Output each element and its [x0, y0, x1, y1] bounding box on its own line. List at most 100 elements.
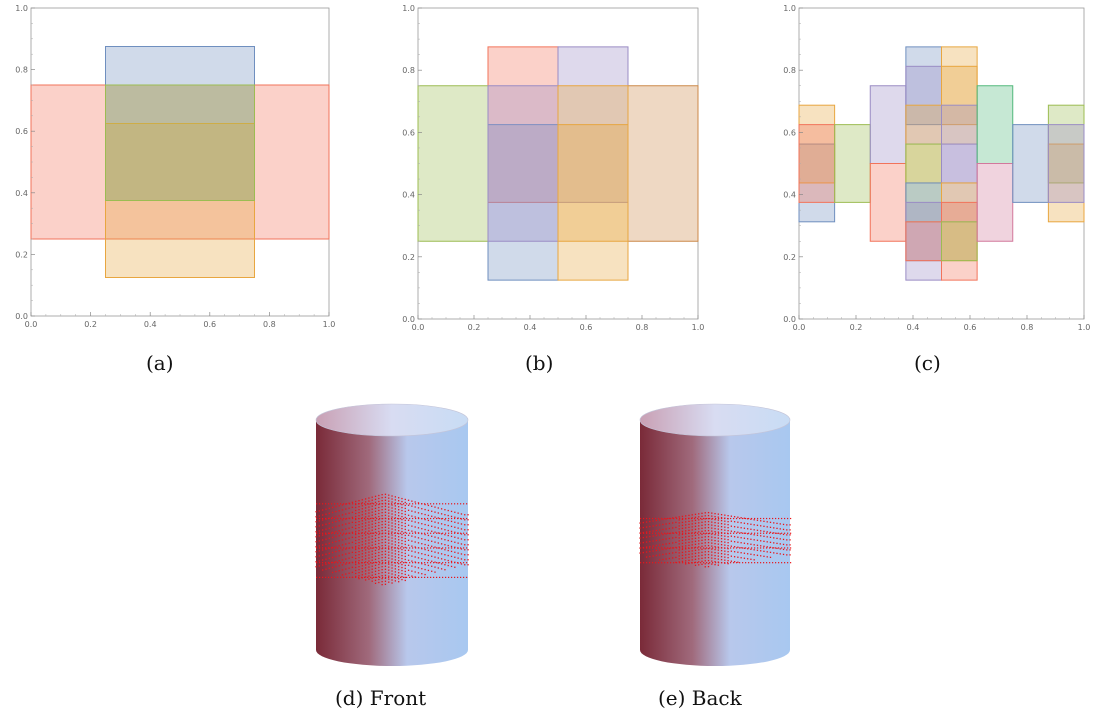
band-row-dot [388, 547, 390, 549]
band-dot [733, 531, 736, 533]
band-dot [364, 513, 367, 515]
band-row-dot [685, 517, 687, 520]
band-row-dot [424, 562, 426, 564]
band-dot [724, 550, 726, 552]
band-dot [431, 530, 433, 532]
band-dot [457, 537, 459, 539]
band-dot [358, 541, 360, 544]
band-dot [450, 530, 453, 533]
band-dot [460, 513, 463, 515]
band-row-dot [391, 503, 393, 505]
band-dot [335, 540, 337, 543]
band-dot [707, 538, 710, 541]
band-dot [665, 538, 667, 540]
band-dot [381, 520, 383, 523]
band-dot [655, 539, 658, 542]
band-dot [358, 571, 360, 574]
band-dot [391, 525, 393, 527]
band-dot [769, 526, 772, 529]
band-row-dot [739, 532, 741, 534]
band-dot [384, 505, 387, 507]
band-row-dot [436, 532, 438, 534]
band-dot [401, 530, 403, 533]
band-dot [760, 550, 762, 552]
band-dot [773, 552, 775, 554]
band-dot [688, 544, 690, 547]
band-dot [371, 499, 373, 501]
band-dot [717, 552, 719, 554]
band-dot [398, 578, 400, 580]
band-row-dot [325, 503, 327, 505]
band-dot [325, 558, 327, 560]
band-row-dot [442, 532, 444, 534]
band-dot [766, 526, 768, 528]
band-dot [655, 554, 658, 557]
band-dot [381, 523, 383, 526]
band-row-dot [706, 517, 708, 520]
band-row-dot [751, 532, 753, 534]
y-tick-label: 0.2 [783, 253, 796, 262]
caption-b: (b) [525, 351, 554, 375]
band-dot [460, 558, 463, 560]
band-dot [763, 550, 765, 552]
band-dot [694, 564, 697, 566]
band-dot [720, 556, 723, 558]
band-dot [447, 559, 449, 562]
band-dot [714, 563, 716, 566]
band-dot [384, 535, 387, 537]
band-dot [371, 556, 373, 558]
band-dot [394, 568, 397, 570]
band-dot [341, 574, 344, 576]
band-row-dot [367, 532, 369, 534]
band-dot [401, 542, 403, 545]
band-dot [391, 558, 393, 560]
band-dot [341, 564, 344, 566]
band-row-dot [448, 532, 450, 534]
band-dot [701, 563, 703, 565]
band-dot [358, 565, 360, 568]
band-dot [361, 505, 363, 507]
band-dot [368, 551, 370, 553]
band-dot [384, 583, 387, 585]
band-dot [381, 571, 383, 574]
band-dot [351, 556, 354, 558]
band-dot [769, 541, 772, 544]
x-tick-label: 0.4 [524, 323, 537, 332]
band-dot [437, 557, 439, 559]
band-dot [753, 559, 755, 561]
band-dot [401, 515, 403, 518]
band-dot [681, 518, 684, 521]
band-row-dot [328, 576, 330, 578]
band-dot [398, 548, 400, 550]
band-dot [401, 497, 403, 500]
band-dot [675, 561, 677, 564]
band-dot [361, 511, 363, 513]
x-tick-label: 0.8 [636, 323, 649, 332]
band-dot [720, 529, 723, 531]
region-rect [487, 124, 559, 281]
band-row-dot [364, 532, 366, 534]
band-row-dot [385, 547, 387, 549]
band-row-dot [421, 517, 423, 520]
band-dot [655, 534, 658, 537]
band-dot [381, 583, 383, 586]
band-dot [318, 520, 321, 522]
band-row-dot [742, 562, 744, 564]
band-dot [358, 556, 360, 559]
band-dot [341, 524, 344, 526]
band-dot [694, 558, 697, 560]
band-dot [727, 539, 729, 541]
band-dot [704, 560, 706, 562]
band-dot [378, 536, 380, 539]
band-dot [381, 559, 383, 562]
band-dot [381, 505, 383, 508]
band-dot [404, 531, 406, 534]
band-dot [747, 533, 749, 535]
band-row-dot [442, 547, 444, 549]
band-row-dot [412, 503, 414, 505]
band-row-dot [643, 547, 645, 549]
band-row-dot [460, 503, 462, 505]
band-row-dot [448, 547, 450, 549]
band-row-dot [697, 547, 699, 549]
region-rect [869, 85, 907, 164]
